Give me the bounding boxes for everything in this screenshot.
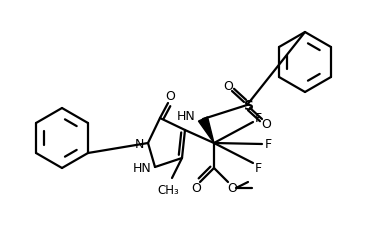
Text: O: O <box>165 89 175 102</box>
Text: N: N <box>135 138 144 150</box>
Text: F: F <box>255 112 262 125</box>
Text: O: O <box>227 181 237 194</box>
Text: HN: HN <box>133 162 152 175</box>
Text: O: O <box>191 181 201 194</box>
Polygon shape <box>198 117 214 143</box>
Text: CH₃: CH₃ <box>157 184 179 197</box>
Text: F: F <box>265 138 272 150</box>
Text: F: F <box>255 161 262 174</box>
Text: HN: HN <box>177 109 196 122</box>
Text: O: O <box>261 118 271 130</box>
Text: S: S <box>244 99 254 113</box>
Text: O: O <box>223 80 233 93</box>
